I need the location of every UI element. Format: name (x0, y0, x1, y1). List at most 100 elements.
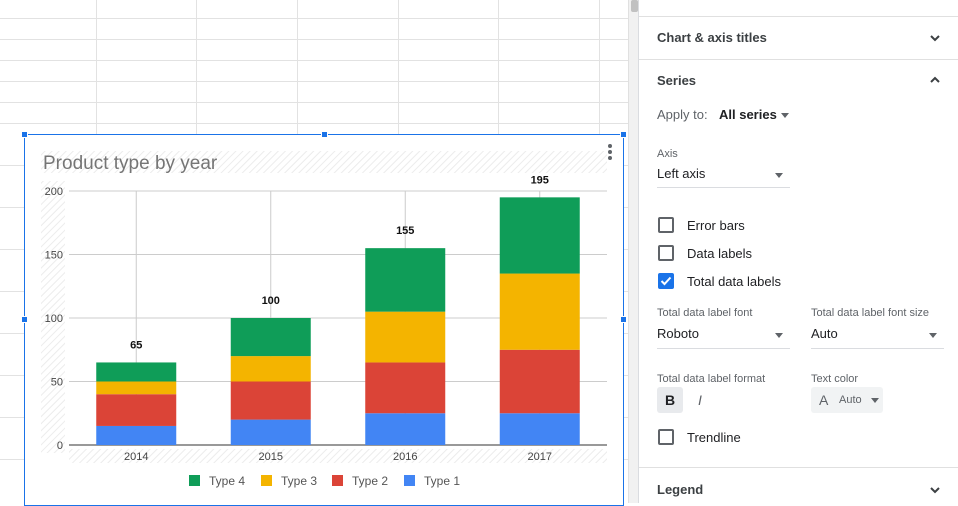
format-label: Total data label format (657, 373, 766, 385)
grid-line (0, 39, 628, 40)
bar-segment (96, 381, 177, 395)
x-tick-label: 2015 (259, 451, 283, 463)
title-placeholder-hatch (41, 151, 607, 173)
plot-area: 0 50 100 150 200 65 2014 100 2015 155 2016 195 2017 T… (45, 174, 607, 488)
y-tick-label: 100 (45, 313, 63, 325)
dropdown-arrow-icon[interactable] (781, 113, 789, 118)
legend-label: Type 2 (352, 474, 388, 488)
axis-dropdown[interactable]: Left axis (657, 166, 706, 181)
error-bars-checkbox[interactable] (658, 217, 674, 233)
resize-handle[interactable] (21, 131, 28, 138)
section-divider (639, 0, 958, 17)
total-data-labels-label: Total data labels (687, 274, 781, 289)
bold-button[interactable]: B (657, 387, 683, 413)
section-title: Legend (657, 482, 704, 497)
resize-handle[interactable] (620, 131, 627, 138)
axis-placeholder-hatch (69, 449, 607, 463)
chevron-down-icon[interactable] (929, 32, 941, 44)
dropdown-arrow-icon[interactable] (775, 173, 783, 178)
chevron-up-icon[interactable] (929, 74, 941, 86)
legend-label: Type 1 (424, 474, 460, 488)
total-data-label: 155 (396, 225, 414, 237)
italic-button[interactable]: I (698, 392, 702, 408)
axis-label: Axis (657, 148, 678, 160)
bar-segment (96, 425, 177, 445)
chart-object[interactable]: Product type by year 0 50 100 150 200 65 2014 1… (21, 131, 627, 506)
bar-segment (230, 381, 311, 420)
trendline-checkbox[interactable] (658, 429, 674, 445)
total-data-label: 65 (130, 339, 142, 351)
dropdown-arrow-icon (871, 398, 879, 403)
bar-segment (499, 349, 580, 414)
section-chart-axis-titles[interactable]: Chart & axis titles (639, 17, 958, 60)
apply-to-label: Apply to: (657, 107, 708, 122)
bar-segment (365, 311, 446, 363)
chart-title[interactable]: Product type by year (43, 153, 218, 174)
x-tick-label: 2014 (124, 451, 148, 463)
y-tick-label: 200 (45, 186, 63, 198)
bar-segment (365, 248, 446, 312)
bar-segment (230, 318, 311, 357)
dropdown-underline (811, 348, 944, 349)
legend-swatch (404, 475, 415, 486)
legend-swatch (189, 475, 200, 486)
total-data-labels-checkbox[interactable] (658, 273, 674, 289)
grid-line (0, 60, 628, 61)
bar-segment (499, 413, 580, 445)
legend-label: Type 4 (209, 474, 245, 488)
text-color-icon: A (819, 392, 829, 408)
trendline-label: Trendline (687, 430, 741, 445)
y-tick-label: 50 (51, 377, 63, 389)
scrollbar-thumb[interactable] (631, 0, 638, 12)
section-title: Series (657, 73, 697, 88)
legend-label: Type 3 (281, 474, 317, 488)
dropdown-arrow-icon[interactable] (775, 333, 783, 338)
font-size-dropdown[interactable]: Auto (811, 326, 838, 341)
apply-to-dropdown[interactable]: All series (719, 107, 777, 122)
section-legend[interactable]: Legend (639, 468, 958, 503)
text-color-value: Auto (839, 394, 862, 406)
font-label: Total data label font (657, 307, 753, 319)
bar-segment (365, 413, 446, 445)
grid-line (0, 123, 628, 124)
legend-swatch (261, 475, 272, 486)
axis-placeholder-hatch (41, 181, 65, 453)
legend-swatch (332, 475, 343, 486)
section-series: Series Apply to: All series Axis Left ax… (639, 60, 958, 468)
section-title: Chart & axis titles (657, 30, 767, 45)
stacked-column-chart[interactable]: Product type by year 0 50 100 150 200 65 2014 1… (25, 135, 625, 503)
vertical-scrollbar[interactable] (628, 0, 638, 503)
grid-line (0, 18, 628, 19)
font-size-label: Total data label font size (811, 307, 930, 319)
more-vert-icon[interactable] (605, 143, 615, 161)
grid-line (0, 81, 628, 82)
bar-segment (365, 362, 446, 414)
bar-segment (499, 273, 580, 350)
text-color-label: Text color (811, 373, 859, 385)
bar-segment (230, 356, 311, 382)
x-tick-label: 2016 (393, 451, 417, 463)
x-tick-label: 2017 (528, 451, 552, 463)
resize-handle[interactable] (620, 316, 627, 323)
dropdown-underline (657, 187, 790, 188)
total-data-label: 100 (262, 295, 280, 307)
total-data-label: 195 (531, 174, 549, 186)
resize-handle[interactable] (21, 316, 28, 323)
bar-segment (230, 419, 311, 445)
dropdown-arrow-icon[interactable] (929, 333, 937, 338)
bar-segment (499, 197, 580, 274)
y-tick-label: 150 (45, 250, 63, 262)
chart-editor-panel: Chart & axis titles Series Apply to: All… (638, 0, 958, 503)
resize-handle[interactable] (321, 131, 328, 138)
dropdown-underline (657, 348, 790, 349)
check-icon (660, 276, 672, 286)
grid-line (0, 102, 628, 103)
y-tick-label: 0 (57, 440, 63, 452)
text-color-picker[interactable]: A Auto (811, 387, 883, 413)
data-labels-checkbox[interactable] (658, 245, 674, 261)
chevron-down-icon[interactable] (929, 484, 941, 496)
font-dropdown[interactable]: Roboto (657, 326, 699, 341)
data-labels-label: Data labels (687, 246, 753, 261)
error-bars-label: Error bars (687, 218, 745, 233)
bar-segment (96, 394, 177, 426)
